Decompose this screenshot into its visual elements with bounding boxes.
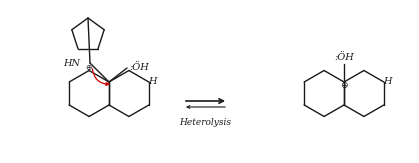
Text: :ÖH: :ÖH — [334, 53, 354, 62]
Text: ⊕: ⊕ — [340, 82, 348, 90]
Text: HN: HN — [63, 59, 80, 68]
Text: Heterolysis: Heterolysis — [179, 118, 231, 127]
Text: :ÖH: :ÖH — [129, 62, 149, 72]
Text: H: H — [383, 77, 391, 87]
Text: H: H — [148, 77, 157, 87]
FancyArrowPatch shape — [92, 69, 109, 85]
Text: ⊕: ⊕ — [85, 64, 91, 73]
